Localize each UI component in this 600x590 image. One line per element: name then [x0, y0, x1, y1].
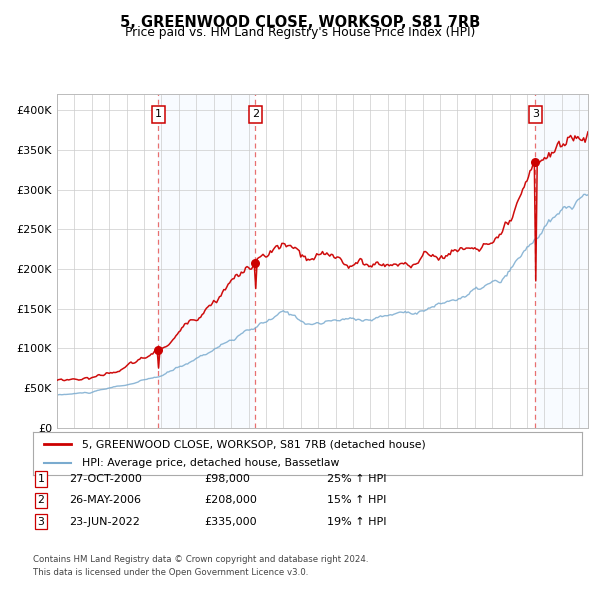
Text: HPI: Average price, detached house, Bassetlaw: HPI: Average price, detached house, Bass…: [82, 458, 340, 468]
Text: £98,000: £98,000: [204, 474, 250, 484]
Text: This data is licensed under the Open Government Licence v3.0.: This data is licensed under the Open Gov…: [33, 568, 308, 577]
Text: 25% ↑ HPI: 25% ↑ HPI: [327, 474, 386, 484]
Text: £335,000: £335,000: [204, 517, 257, 526]
Text: £208,000: £208,000: [204, 496, 257, 505]
Text: 2: 2: [37, 496, 44, 505]
Bar: [535, 94, 588, 428]
Text: 5, GREENWOOD CLOSE, WORKSOP, S81 7RB: 5, GREENWOOD CLOSE, WORKSOP, S81 7RB: [120, 15, 480, 30]
Text: 15% ↑ HPI: 15% ↑ HPI: [327, 496, 386, 505]
Text: 26-MAY-2006: 26-MAY-2006: [69, 496, 141, 505]
Bar: [158, 94, 256, 428]
Text: 1: 1: [155, 109, 162, 119]
Text: 23-JUN-2022: 23-JUN-2022: [69, 517, 140, 526]
Text: 1: 1: [37, 474, 44, 484]
Text: 2: 2: [252, 109, 259, 119]
Text: 5, GREENWOOD CLOSE, WORKSOP, S81 7RB (detached house): 5, GREENWOOD CLOSE, WORKSOP, S81 7RB (de…: [82, 440, 426, 450]
Text: Price paid vs. HM Land Registry's House Price Index (HPI): Price paid vs. HM Land Registry's House …: [125, 26, 475, 39]
Text: 19% ↑ HPI: 19% ↑ HPI: [327, 517, 386, 526]
Text: 3: 3: [532, 109, 539, 119]
Text: 27-OCT-2000: 27-OCT-2000: [69, 474, 142, 484]
Text: 3: 3: [37, 517, 44, 526]
Text: Contains HM Land Registry data © Crown copyright and database right 2024.: Contains HM Land Registry data © Crown c…: [33, 555, 368, 564]
